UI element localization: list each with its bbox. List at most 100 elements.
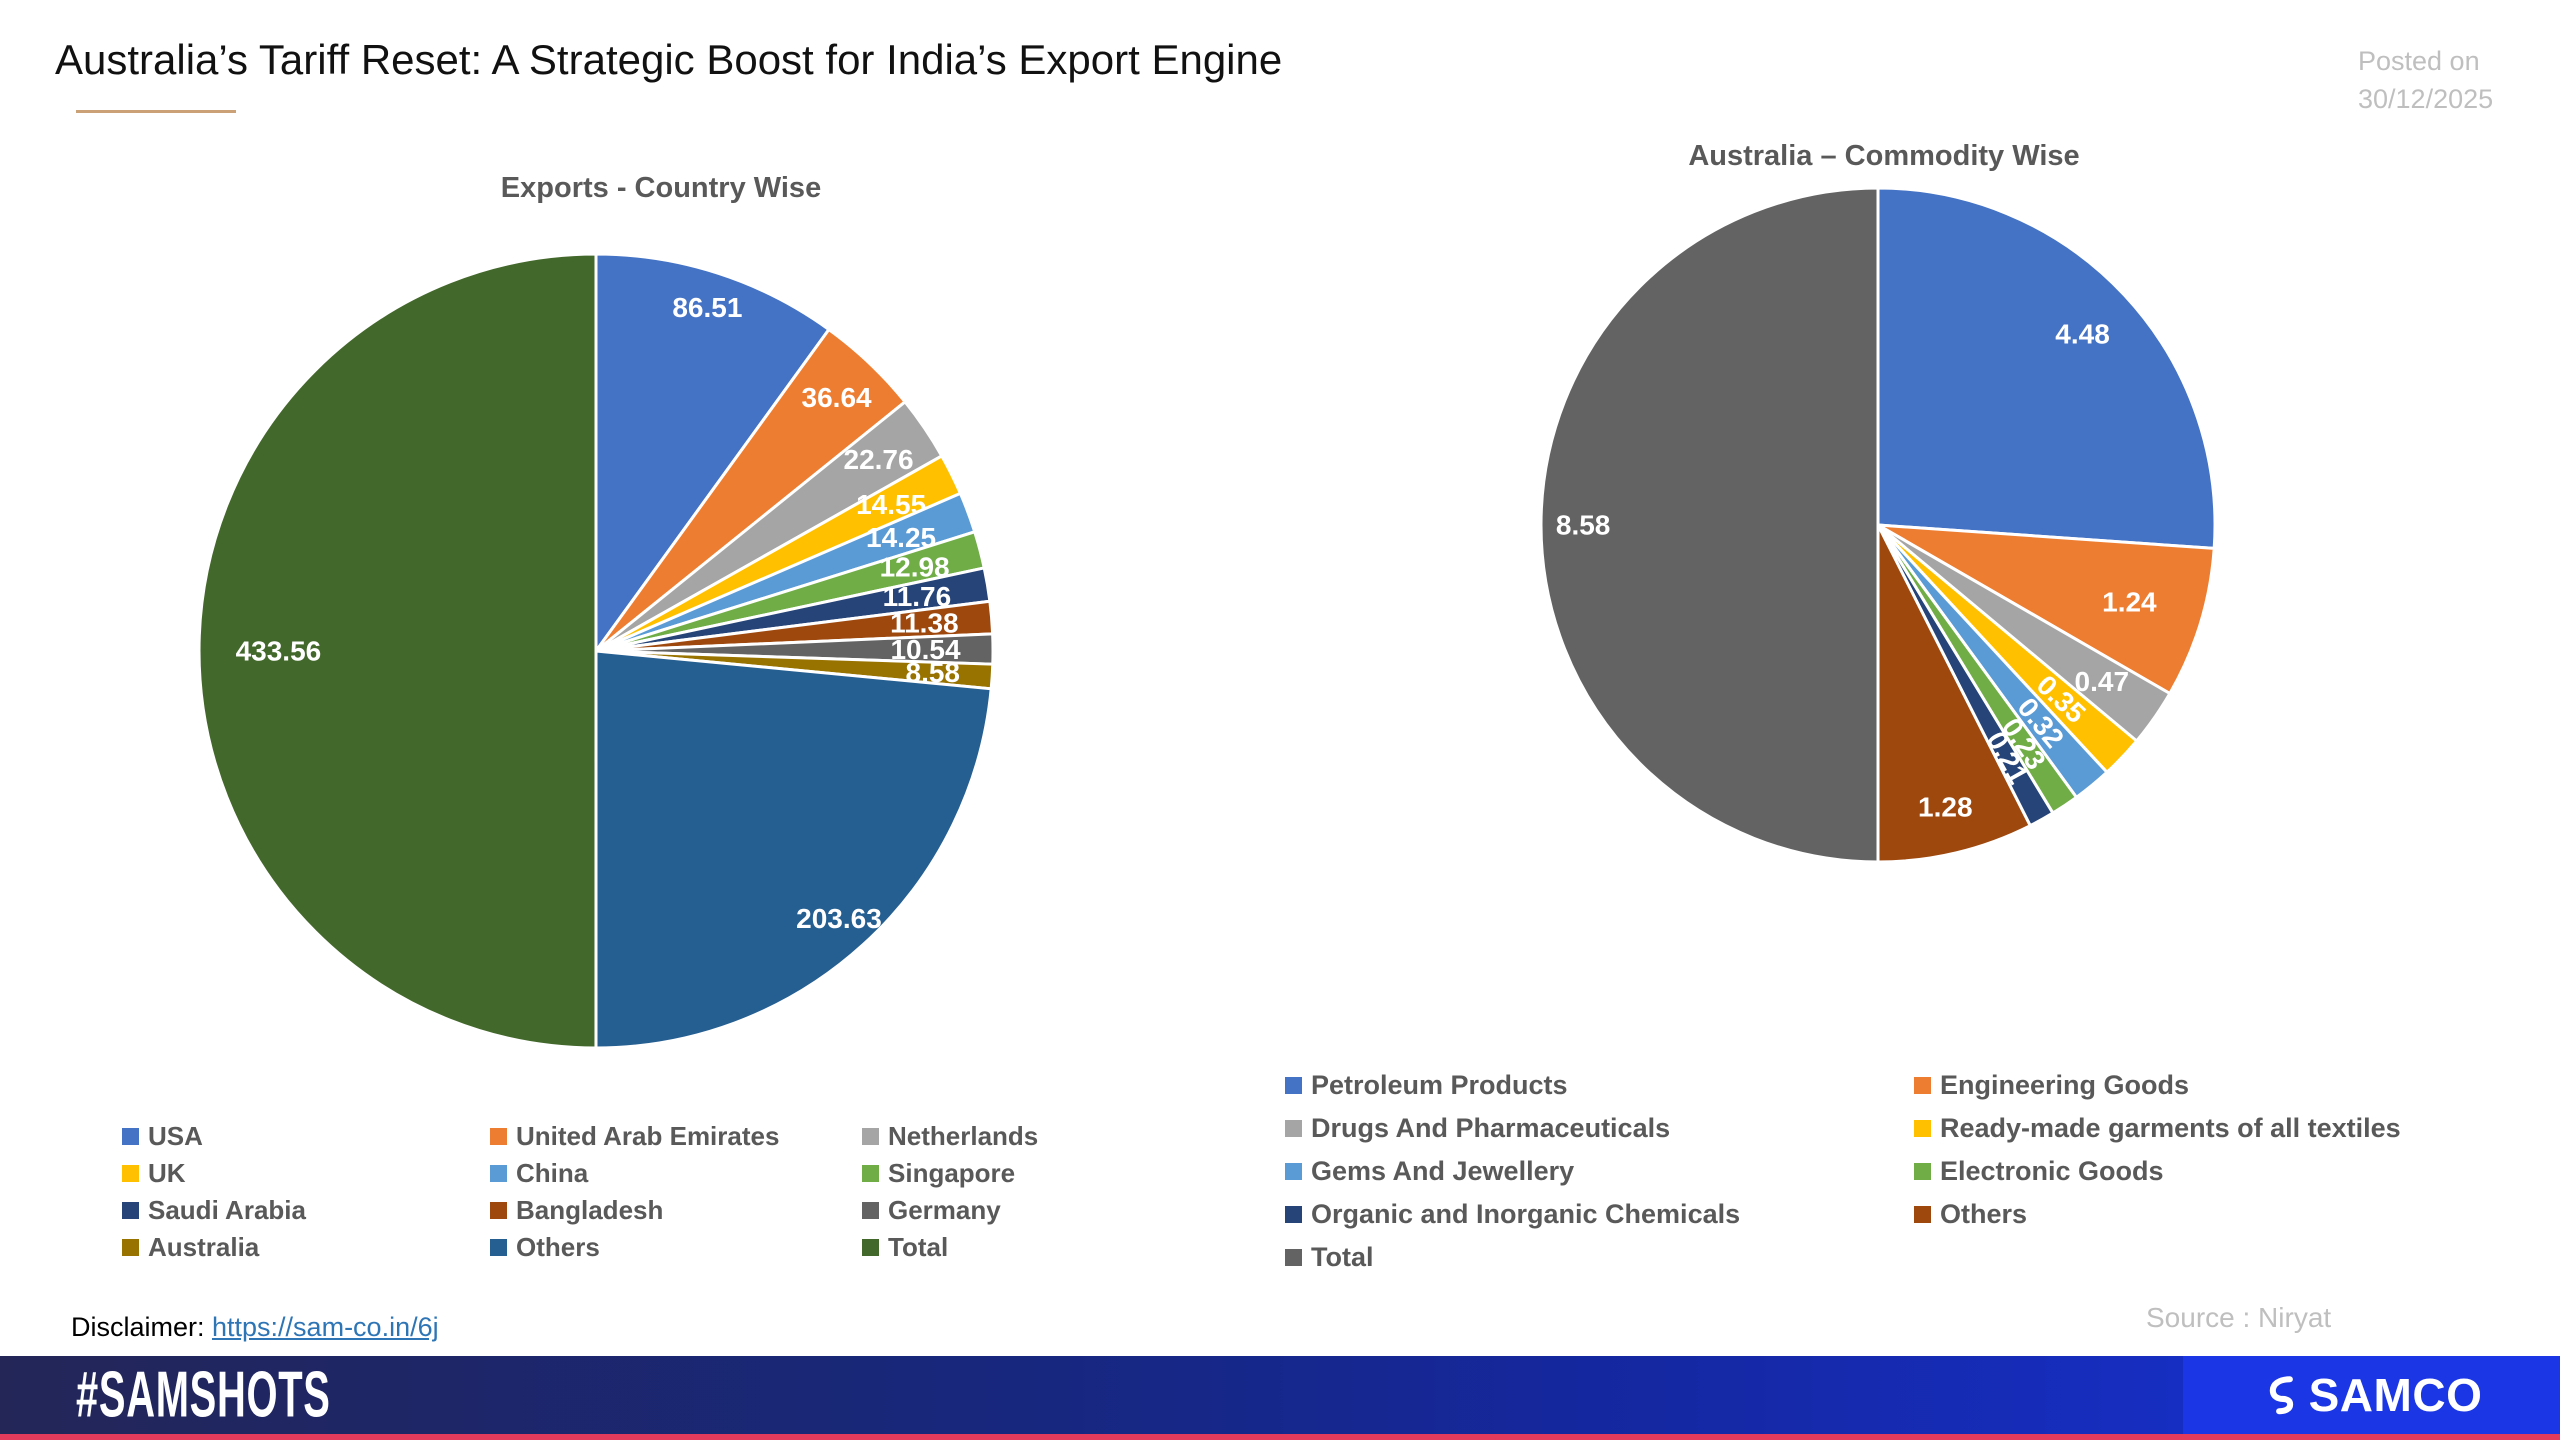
posted-on-label: Posted on (2358, 46, 2480, 76)
pie-value-label-petroleum-products: 4.48 (2055, 319, 2110, 350)
legend-label: Total (1311, 1242, 1374, 1272)
legend-item-gems-and-jewellery: Gems And Jewellery (1285, 1150, 1914, 1193)
samco-brand-text: SAMCO (2308, 1369, 2483, 1421)
legend-color-marker (122, 1202, 139, 1219)
legend-item-petroleum-products: Petroleum Products (1285, 1064, 1914, 1107)
legend-color-marker (122, 1239, 139, 1256)
pie-value-label-usa: 86.51 (672, 292, 742, 323)
legend-label: USA (148, 1121, 203, 1151)
country-chart-legend: USA United Arab Emirates Netherlands UK Chin… (122, 1118, 1038, 1266)
legend-color-marker (862, 1128, 879, 1145)
disclaimer: Disclaimer: https://sam-co.in/6j (71, 1312, 439, 1343)
legend-label: Germany (888, 1195, 1001, 1225)
disclaimer-label: Disclaimer: (71, 1312, 213, 1342)
legend-color-marker (862, 1165, 879, 1182)
pie-value-label-netherlands: 22.76 (844, 444, 914, 475)
pie-slice-others (594, 649, 993, 1050)
legend-label: Singapore (888, 1158, 1016, 1188)
title-underline (76, 110, 236, 113)
legend-color-marker (1285, 1077, 1302, 1094)
pie-value-label-united-arab-emirates: 36.64 (802, 382, 872, 413)
legend-label: Petroleum Products (1311, 1070, 1568, 1100)
posted-on-note: Posted on 30/12/2025 (2358, 42, 2493, 118)
legend-label: Engineering Goods (1940, 1070, 2190, 1100)
pie-value-label-total: 8.58 (1556, 510, 1611, 541)
legend-color-marker (862, 1202, 879, 1219)
legend-color-marker (122, 1128, 139, 1145)
legend-item-singapore: Singapore (862, 1155, 1038, 1192)
disclaimer-link[interactable]: https://sam-co.in/6j (212, 1312, 439, 1342)
footer-bar: #SAMSHOTS SAMCO (0, 1356, 2560, 1434)
commodity-chart-title: Australia – Commodity Wise (1688, 140, 2080, 172)
legend-color-marker (1914, 1206, 1931, 1223)
source-note: Source : Niryat (2146, 1302, 2332, 1333)
country-chart-title: Exports - Country Wise (500, 172, 822, 204)
legend-item-engineering-goods: Engineering Goods (1914, 1064, 2401, 1107)
legend-color-marker (490, 1202, 507, 1219)
legend-color-marker (122, 1165, 139, 1182)
legend-item-united-arab-emirates: United Arab Emirates (490, 1118, 862, 1155)
legend-label: Drugs And Pharmaceuticals (1311, 1113, 1671, 1143)
pie-value-label-drugs-and-pharmaceuticals: 0.47 (2075, 666, 2130, 697)
legend-label: Netherlands (888, 1121, 1039, 1151)
footer-accent-strip (0, 1434, 2560, 1440)
legend-label: Organic and Inorganic Chemicals (1311, 1199, 1741, 1229)
legend-label: UK (148, 1158, 186, 1188)
legend-item-others: Others (1914, 1193, 2401, 1236)
legend-color-marker (1285, 1206, 1302, 1223)
legend-color-marker (490, 1239, 507, 1256)
legend-item-total: Total (1285, 1236, 1914, 1279)
legend-color-marker (1285, 1163, 1302, 1180)
pie-value-label-bangladesh: 11.38 (890, 608, 959, 639)
pie-slice-total (197, 252, 598, 1050)
legend-item-china: China (490, 1155, 862, 1192)
legend-label: Ready-made garments of all textiles (1940, 1113, 2401, 1143)
legend-item-total: Total (862, 1229, 1038, 1266)
pie-slice-petroleum-products (1876, 186, 2217, 550)
legend-label: China (516, 1158, 589, 1188)
legend-item-usa: USA (122, 1118, 490, 1155)
legend-color-marker (862, 1239, 879, 1256)
legend-color-marker (1285, 1249, 1302, 1266)
legend-label: Others (516, 1232, 600, 1262)
legend-color-marker (1914, 1077, 1931, 1094)
legend-item-drugs-and-pharmaceuticals: Drugs And Pharmaceuticals (1285, 1107, 1914, 1150)
samco-logo-icon (2261, 1374, 2303, 1416)
samco-brand-block: SAMCO (2183, 1356, 2560, 1434)
legend-item-others: Others (490, 1229, 862, 1266)
pie-slice-usa (594, 252, 831, 653)
legend-item-uk: UK (122, 1155, 490, 1192)
posted-on-date: 30/12/2025 (2358, 84, 2494, 114)
samshots-hashtag: #SAMSHOTS (76, 1358, 331, 1432)
legend-item-organic-and-inorganic-chemicals: Organic and Inorganic Chemicals (1285, 1193, 1914, 1236)
legend-label: Total (888, 1232, 949, 1262)
pie-slice-engineering-goods (1876, 523, 2216, 695)
commodity-chart-legend: Petroleum Products Engineering Goods Drugs… (1285, 1064, 2401, 1279)
legend-label: United Arab Emirates (516, 1121, 780, 1151)
legend-color-marker (1285, 1120, 1302, 1137)
pie-slice-others (1876, 523, 2032, 864)
legend-item-germany: Germany (862, 1192, 1038, 1229)
legend-item-australia: Australia (122, 1229, 490, 1266)
legend-item-ready-made-garments-of-all-textiles: Ready-made garments of all textiles (1914, 1107, 2401, 1150)
legend-color-marker (490, 1165, 507, 1182)
legend-label: Others (1940, 1199, 2028, 1229)
legend-item-netherlands: Netherlands (862, 1118, 1038, 1155)
legend-label: Gems And Jewellery (1311, 1156, 1575, 1186)
legend-item-electronic-goods: Electronic Goods (1914, 1150, 2401, 1193)
pie-slice-total (1539, 186, 1880, 864)
legend-color-marker (1914, 1120, 1931, 1137)
legend-item-saudi-arabia: Saudi Arabia (122, 1192, 490, 1229)
legend-label: Electronic Goods (1940, 1156, 2164, 1186)
legend-color-marker (490, 1128, 507, 1145)
pie-value-label-others: 1.28 (1918, 791, 1973, 822)
legend-item-bangladesh: Bangladesh (490, 1192, 862, 1229)
pie-value-label-others: 203.63 (796, 903, 882, 934)
pie-value-label-engineering-goods: 1.24 (2102, 586, 2157, 617)
legend-label: Saudi Arabia (148, 1195, 306, 1225)
legend-label: Australia (148, 1232, 260, 1262)
legend-color-marker (1914, 1163, 1931, 1180)
legend-label: Bangladesh (516, 1195, 664, 1225)
